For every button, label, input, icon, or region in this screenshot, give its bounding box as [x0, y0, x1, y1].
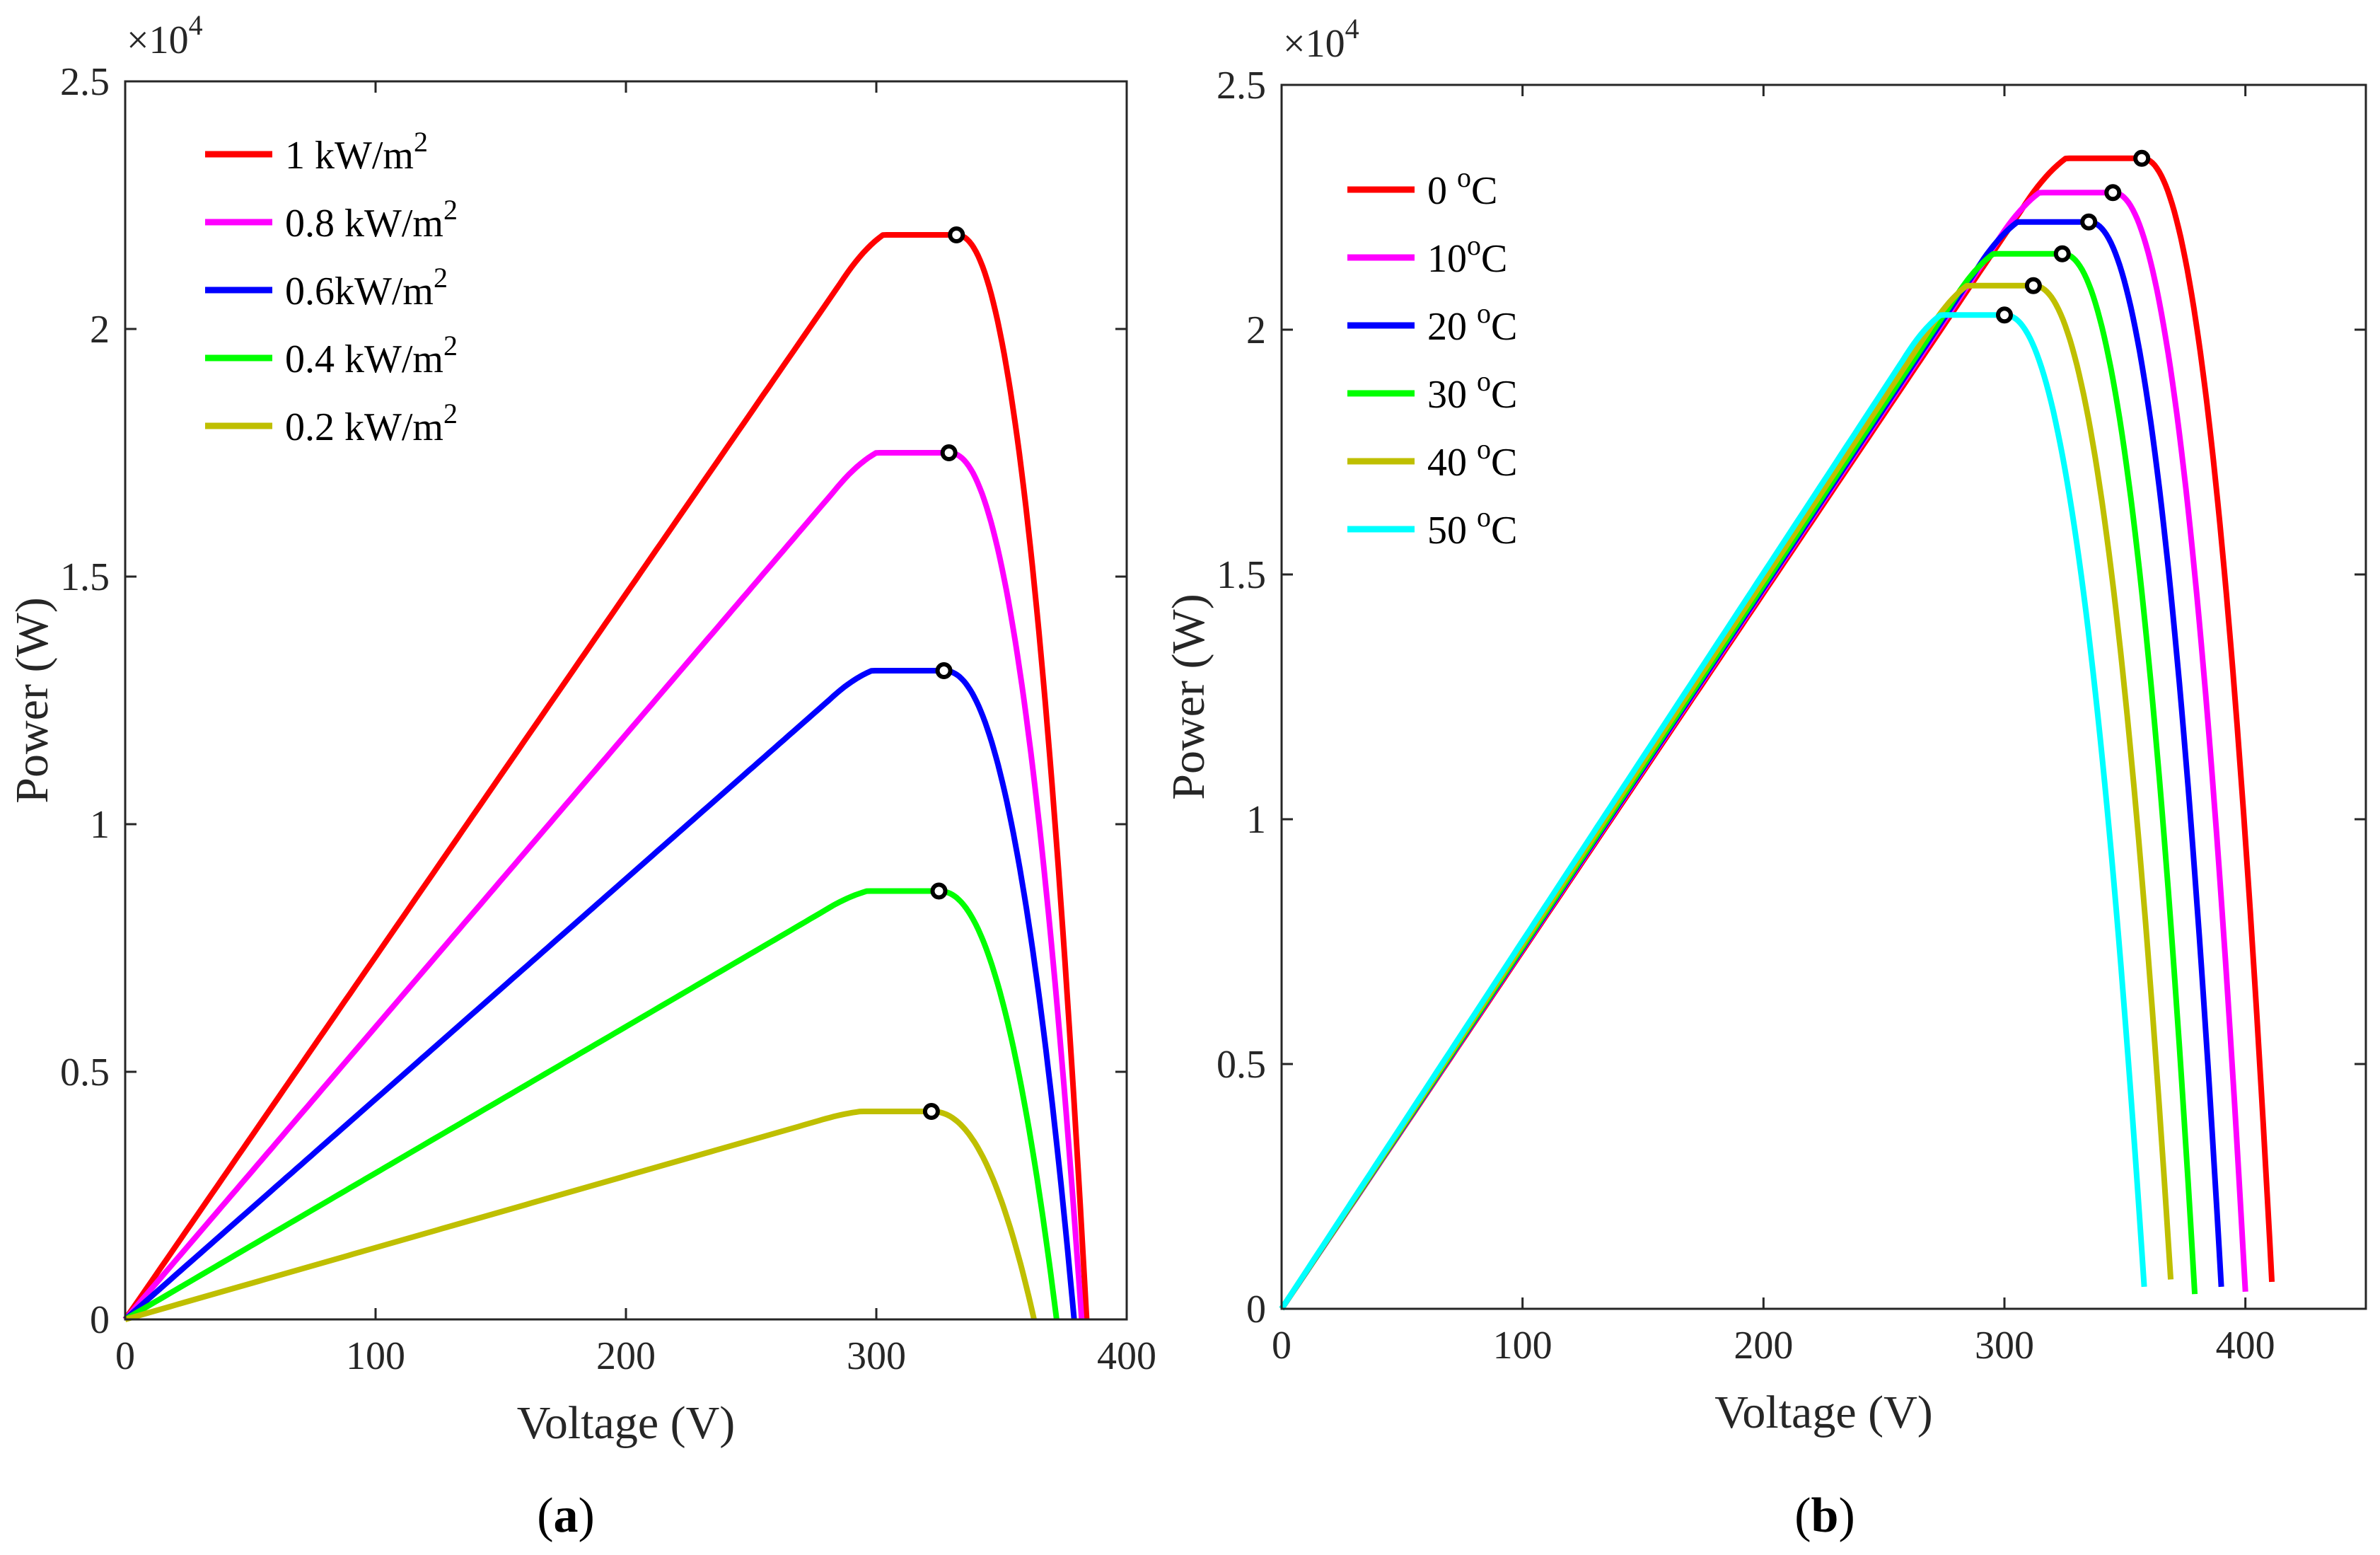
panel-b-ytick-label: 2 [1246, 308, 1266, 352]
panel-a-ytick-label: 1.5 [60, 555, 110, 599]
panel-a-ytick-label: 0.5 [60, 1051, 110, 1094]
panel-a-mpp-marker-3 [930, 882, 948, 900]
panel-a-legend-entry-3: 0.4 kW/m2 [285, 330, 458, 381]
panel-b-mpp-marker-5 [1996, 306, 2013, 324]
panel-b-series-line-5 [1279, 312, 2147, 1311]
panel-a-ytick-label: 0 [90, 1298, 110, 1342]
panel-a-y-multiplier: ×104 [127, 9, 203, 62]
panel-b: 0 100 200 300 400 0 0.5 1 1.5 2 2.5 ×104 Voltage (V)… [1163, 13, 2367, 1543]
panel-a-series-line-4 [124, 1109, 1037, 1322]
panel-a-mpp-marker-0 [948, 226, 965, 243]
panel-a-xtick-label: 300 [847, 1334, 906, 1378]
panel-b-ytick-label: 2.5 [1217, 64, 1266, 108]
panel-a-series [122, 226, 1090, 1322]
panel-b-axes: 0 100 200 300 400 0 0.5 1 1.5 2 2.5 ×104 Voltage (V)… [1163, 13, 2367, 1543]
panel-b-xtick-label: 100 [1493, 1324, 1552, 1368]
panel-a-mpp-marker-4 [922, 1103, 940, 1120]
panel-b-axes-box [1280, 83, 2367, 1310]
panel-b-y-multiplier: ×104 [1283, 13, 1359, 66]
panel-b-ytick-label: 1.5 [1217, 553, 1266, 597]
panel-b-series-line-4 [1279, 282, 2174, 1311]
panel-b-legend-entry-2: 20 oC [1427, 297, 1517, 349]
panel-b-mpp-marker-1 [2104, 184, 2122, 202]
panel-b-ytick-label: 1 [1246, 798, 1266, 842]
panel-b-legend-entry-3: 30 oC [1427, 365, 1517, 417]
panel-a-legend: 1 kW/m2 0.8 kW/m2 0.6kW/m2 0.4 kW/m2 0.2 kW/… [205, 126, 458, 449]
panel-b-legend-entry-1: 10oC [1427, 229, 1507, 281]
panel-b-xtick-label: 0 [1272, 1324, 1291, 1368]
panel-a-legend-entry-4: 0.2 kW/m2 [285, 398, 458, 449]
panel-a-mpp-marker-2 [935, 662, 953, 679]
panel-a-xtick-label: 400 [1097, 1334, 1156, 1378]
panel-a-ytick-label: 2 [90, 308, 110, 352]
panel-a-ytick-label: 2.5 [60, 60, 110, 104]
panel-a-xtick-label: 100 [346, 1334, 405, 1378]
panel-b-ytick-label: 0 [1246, 1288, 1266, 1331]
panel-b-series [1279, 149, 2275, 1311]
panel-a-series-line-1 [122, 450, 1085, 1322]
panel-a-legend-entry-2: 0.6kW/m2 [285, 262, 448, 313]
panel-a-label: (a) [537, 1488, 595, 1543]
panel-b-label: (b) [1794, 1488, 1855, 1543]
panel-a-legend-entry-0: 1 kW/m2 [285, 126, 428, 178]
panel-a: 0 100 200 300 400 0 0.5 1 1.5 2 2.5 ×104 Voltage (V)… [6, 9, 1156, 1543]
panel-a-axes: 0 100 200 300 400 0 0.5 1 1.5 2 2.5 ×104 Voltage (V)… [6, 9, 1156, 1543]
panel-b-y-axis-label: Power (W) [1163, 594, 1214, 799]
panel-a-ytick-label: 1 [90, 803, 110, 847]
panel-a-xtick-label: 0 [115, 1334, 135, 1378]
panel-b-series-line-3 [1279, 250, 2198, 1311]
panel-b-x-axis-label: Voltage (V) [1714, 1387, 1933, 1438]
panel-b-ytick-label: 0.5 [1217, 1043, 1266, 1087]
panel-b-mpp-marker-2 [2080, 213, 2098, 231]
panel-b-legend: 0 oC 10oC 20 oC 30 oC 40 oC 50 oC [1347, 161, 1517, 553]
panel-a-series-line-3 [123, 888, 1060, 1322]
panel-a-x-axis-label: Voltage (V) [517, 1397, 736, 1449]
panel-b-xtick-label: 300 [1975, 1324, 2034, 1368]
panel-b-xtick-label: 400 [2216, 1324, 2275, 1368]
panel-a-series-line-0 [122, 232, 1090, 1322]
panel-b-mpp-marker-3 [2053, 245, 2071, 262]
panel-b-xtick-label: 200 [1734, 1324, 1793, 1368]
panel-a-legend-entry-1: 0.8 kW/m2 [285, 194, 458, 245]
panel-a-xtick-label: 200 [596, 1334, 656, 1378]
panel-b-mpp-marker-4 [2024, 277, 2042, 294]
panel-a-y-axis-label: Power (W) [6, 597, 58, 803]
panel-a-series-line-2 [123, 668, 1077, 1322]
panel-b-legend-entry-4: 40 oC [1427, 433, 1517, 485]
panel-a-mpp-marker-1 [940, 444, 958, 461]
panel-b-legend-entry-0: 0 oC [1427, 161, 1497, 213]
panel-b-mpp-marker-0 [2133, 149, 2151, 167]
panel-b-legend-entry-5: 50 oC [1427, 501, 1517, 553]
